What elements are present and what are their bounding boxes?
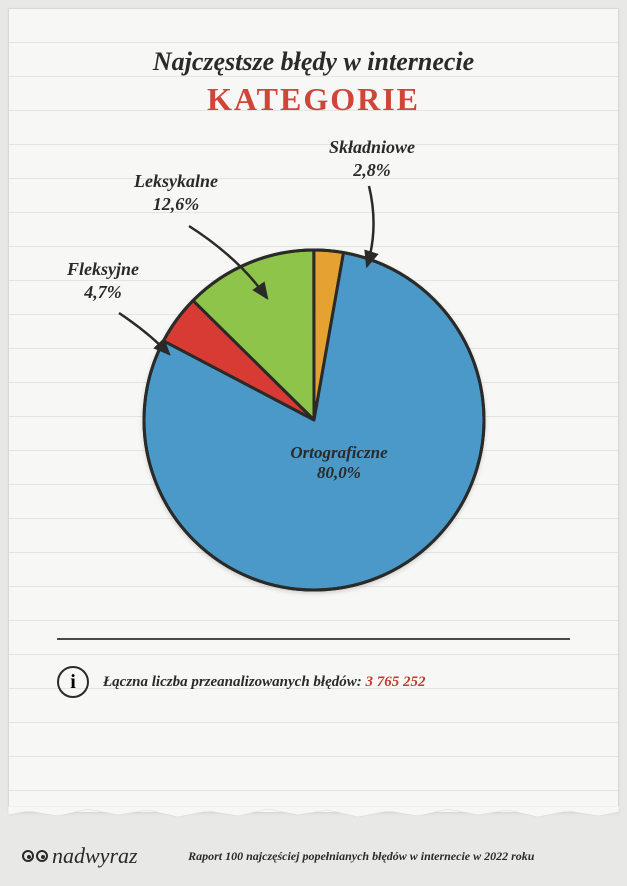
slice-label-name: Ortograficzne xyxy=(269,443,409,463)
torn-edge xyxy=(8,806,619,820)
info-number: 3 765 252 xyxy=(366,674,426,690)
info-row: i Łączna liczba przeanalizowanych błędów… xyxy=(57,666,570,698)
info-icon: i xyxy=(57,666,89,698)
callout-fleksyjne: Fleksyjne 4,7% xyxy=(67,258,139,303)
chart-subtitle: KATEGORIE xyxy=(9,81,618,118)
pie-svg xyxy=(134,240,494,600)
callout-value: 12,6% xyxy=(134,193,218,216)
callout-label: Leksykalne xyxy=(134,170,218,193)
info-text: Łączna liczba przeanalizowanych błędów: … xyxy=(103,674,426,691)
footer: nadwyraz Raport 100 najczęściej popełnia… xyxy=(0,826,627,886)
pie-chart: Składniowe 2,8% Leksykalne 12,6% Fleksyj… xyxy=(9,118,618,638)
callout-value: 2,8% xyxy=(329,159,415,182)
callout-value: 4,7% xyxy=(67,281,139,304)
chart-title: Najczęstsze błędy w internecie xyxy=(9,9,618,77)
callout-label: Fleksyjne xyxy=(67,258,139,281)
callout-skladniowe: Składniowe 2,8% xyxy=(329,136,415,181)
divider-line xyxy=(57,638,570,640)
logo-text: nadwyraz xyxy=(52,843,138,869)
slice-label-value: 80,0% xyxy=(269,463,409,483)
paper-card: Najczęstsze błędy w internecie KATEGORIE… xyxy=(8,8,619,813)
callout-label: Składniowe xyxy=(329,136,415,159)
footer-caption: Raport 100 najczęściej popełnianych błęd… xyxy=(178,849,605,864)
slice-label-main: Ortograficzne 80,0% xyxy=(269,443,409,483)
logo-eyes-icon xyxy=(22,850,48,862)
callout-leksykalne: Leksykalne 12,6% xyxy=(134,170,218,215)
brand-logo: nadwyraz xyxy=(22,843,138,869)
info-label: Łączna liczba przeanalizowanych błędów: xyxy=(103,674,366,690)
